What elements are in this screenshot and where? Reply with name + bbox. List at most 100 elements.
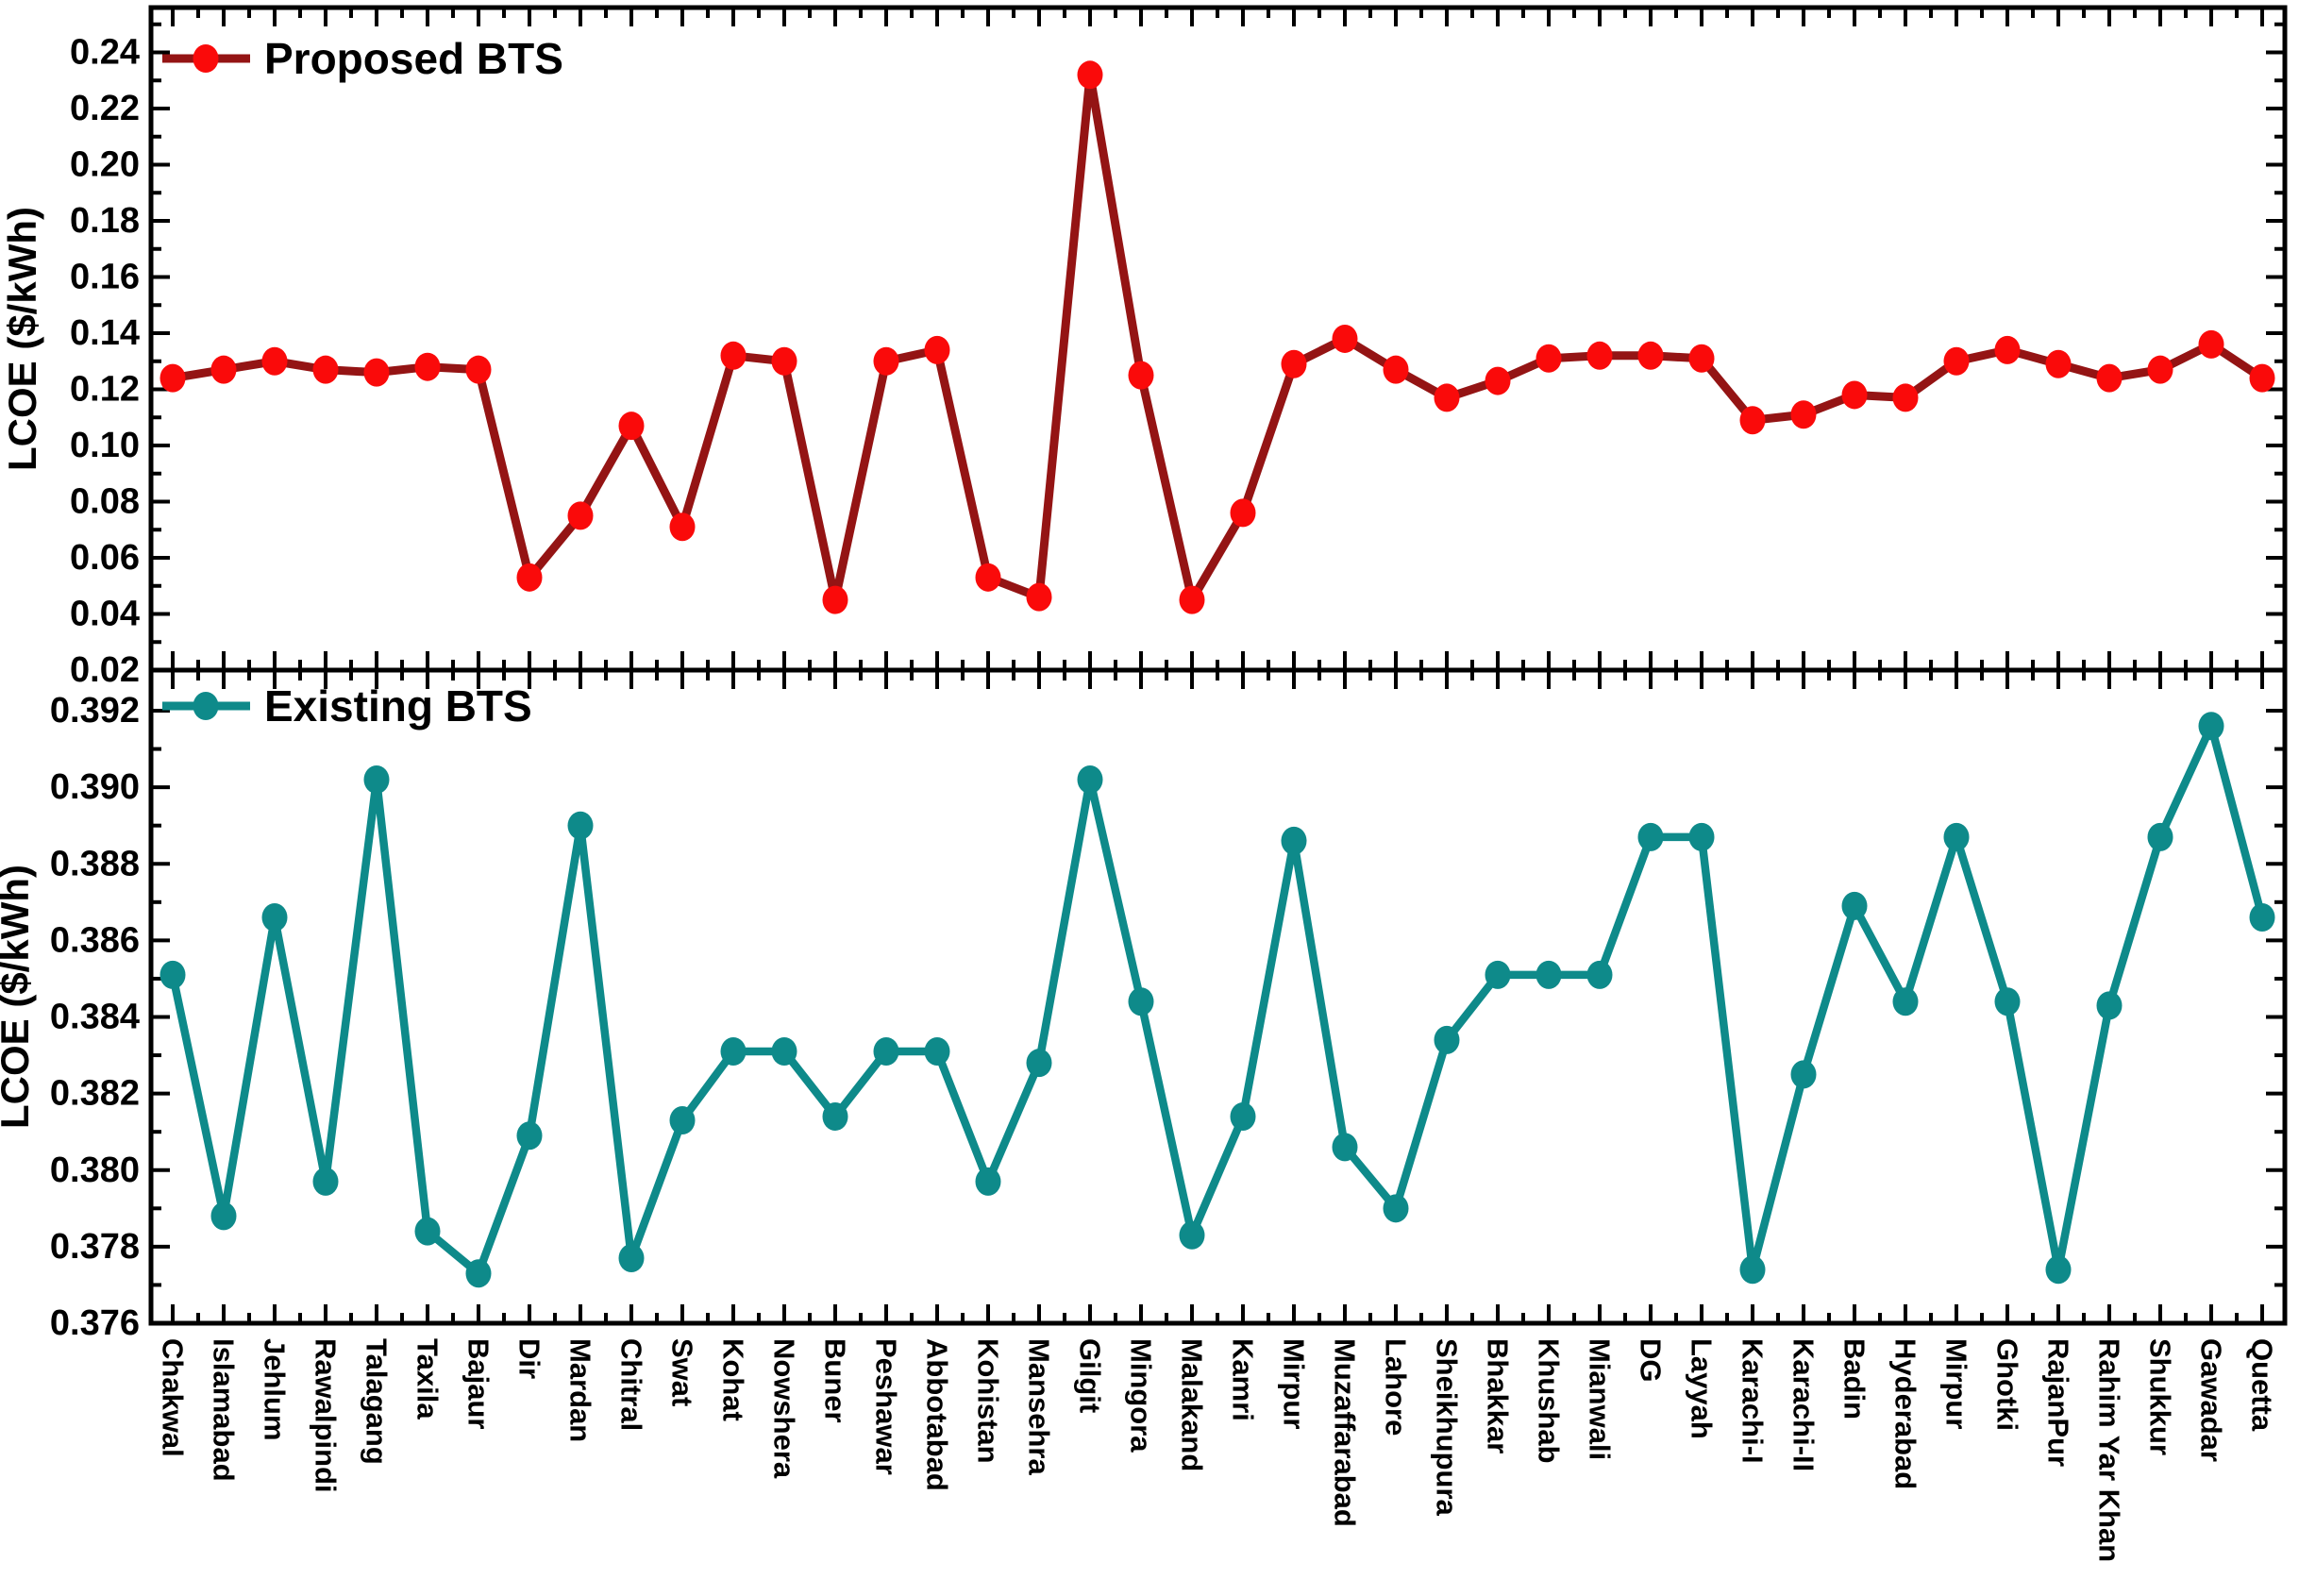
data-point-marker: [1128, 361, 1154, 390]
y-tick-label: 0.20: [70, 145, 140, 185]
data-point-marker: [1637, 822, 1664, 851]
data-point-marker: [873, 1037, 899, 1067]
data-point-marker: [1230, 1101, 1256, 1131]
series-line: [172, 70, 2265, 605]
legend-label: Existing BTS: [264, 681, 532, 731]
data-point-marker: [312, 355, 339, 384]
data-point-marker: [210, 1201, 237, 1231]
data-point-marker: [822, 1101, 848, 1131]
series-line: [168, 721, 2267, 1278]
data-point-marker: [261, 346, 288, 376]
y-tick-label: 0.08: [70, 482, 140, 522]
x-tick-label: Karachi-I: [1737, 1338, 1770, 1464]
data-point-marker: [1383, 355, 1409, 384]
y-tick-label: 0.388: [50, 844, 140, 883]
x-tick-label: Malakand: [1176, 1338, 1209, 1471]
legend-label: Proposed BTS: [264, 34, 563, 83]
data-point-marker: [210, 355, 237, 384]
x-tick-label: Islamabad: [208, 1338, 241, 1482]
x-tick-label: Taxila: [411, 1338, 445, 1420]
data-point-marker: [261, 903, 288, 932]
top-y-tick-labels: 0.02 0.04 0.06 0.08 0.10 0.12 0.14 0.16 0.18 0.20…: [70, 33, 140, 691]
legend-existing-bts: Existing BTS: [162, 681, 532, 731]
data-point-marker: [1841, 380, 1868, 410]
data-point-marker: [516, 563, 543, 592]
data-point-marker: [771, 346, 797, 376]
y-tick-label: 0.10: [70, 426, 140, 465]
x-tick-label: Sheikhupura: [1431, 1338, 1464, 1517]
data-point-marker: [1688, 344, 1715, 373]
y-tick-label: 0.18: [70, 201, 140, 241]
legend-marker: [193, 44, 219, 73]
data-point-marker: [975, 563, 1001, 592]
data-point-marker: [363, 358, 390, 387]
data-point-marker: [567, 501, 594, 530]
data-point-marker: [873, 346, 899, 376]
data-point-marker: [2249, 363, 2275, 393]
data-point-marker: [1892, 383, 1919, 412]
data-point-marker: [2198, 712, 2224, 741]
x-tick-label: Peshawar: [870, 1338, 903, 1475]
x-tick-label: Mirpur: [1940, 1338, 1973, 1429]
x-tick-label: Badin: [1838, 1338, 1871, 1420]
data-point-marker: [516, 1121, 543, 1151]
data-point-marker: [159, 363, 186, 393]
data-point-marker: [2249, 903, 2275, 932]
data-point-marker: [1994, 335, 2021, 364]
x-tick-label: Ghotki: [1991, 1338, 2024, 1431]
x-tick-label: Swat: [666, 1338, 699, 1406]
y-tick-label: 0.22: [70, 89, 140, 128]
y-tick-label: 0.392: [50, 691, 140, 731]
data-point-marker: [2096, 991, 2123, 1020]
data-point-marker: [1434, 1025, 1460, 1054]
x-tick-label: Bhakkar: [1482, 1338, 1515, 1453]
y-tick-label: 0.16: [70, 258, 140, 297]
data-point-marker: [720, 341, 747, 370]
data-point-marker: [1179, 1220, 1205, 1250]
data-point-marker: [1739, 406, 1766, 435]
data-point-marker: [1841, 891, 1868, 920]
data-point-marker: [1892, 987, 1919, 1016]
data-point-marker: [1332, 324, 1358, 353]
data-point-marker: [1994, 987, 2021, 1016]
y-tick-label: 0.386: [50, 920, 140, 960]
data-point-marker: [1383, 1194, 1409, 1223]
data-point-marker: [822, 585, 848, 614]
y-tick-label: 0.380: [50, 1151, 140, 1190]
y-tick-label: 0.378: [50, 1227, 140, 1267]
data-point-marker: [1790, 1060, 1817, 1089]
data-point-marker: [2147, 355, 2173, 384]
x-tick-label: Kamri: [1227, 1338, 1260, 1421]
x-tick-label: Gawadar: [2195, 1338, 2228, 1462]
data-point-marker: [1790, 400, 1817, 429]
data-point-marker: [1281, 349, 1307, 378]
data-point-marker: [312, 1167, 339, 1196]
x-tick-label: Chitral: [615, 1338, 648, 1431]
bottom-y-axis-title: LCOE ($/kWh): [0, 865, 37, 1129]
x-tick-label: Talagang: [361, 1338, 394, 1465]
x-tick-label: Shukkur: [2144, 1338, 2177, 1455]
data-point-marker: [1077, 60, 1103, 90]
data-point-marker: [975, 1167, 1001, 1196]
data-point-marker: [924, 1037, 950, 1067]
data-point-marker: [2045, 349, 2072, 378]
x-tick-label: Rawalpindi: [310, 1338, 343, 1493]
y-tick-label: 0.24: [70, 33, 140, 73]
data-point-marker: [1230, 498, 1256, 528]
x-tick-label: Lahore: [1380, 1338, 1413, 1436]
x-tick-label: RajanPur: [2042, 1338, 2075, 1467]
data-point-marker: [1026, 582, 1052, 612]
data-point-marker: [1026, 1049, 1052, 1078]
data-point-marker: [363, 765, 390, 795]
x-tick-label: Bajaur: [462, 1338, 495, 1429]
y-tick-label: 0.376: [50, 1303, 140, 1343]
data-point-marker: [924, 335, 950, 364]
data-point-marker: [1077, 765, 1103, 795]
data-point-marker: [1434, 383, 1460, 412]
x-tick-label: Muzaffarabad: [1329, 1338, 1362, 1527]
data-point-marker: [1739, 1255, 1766, 1285]
x-tick-label: Mingora: [1125, 1338, 1158, 1453]
x-tick-label: Mansehra: [1023, 1338, 1056, 1475]
data-point-marker: [1943, 346, 1970, 376]
